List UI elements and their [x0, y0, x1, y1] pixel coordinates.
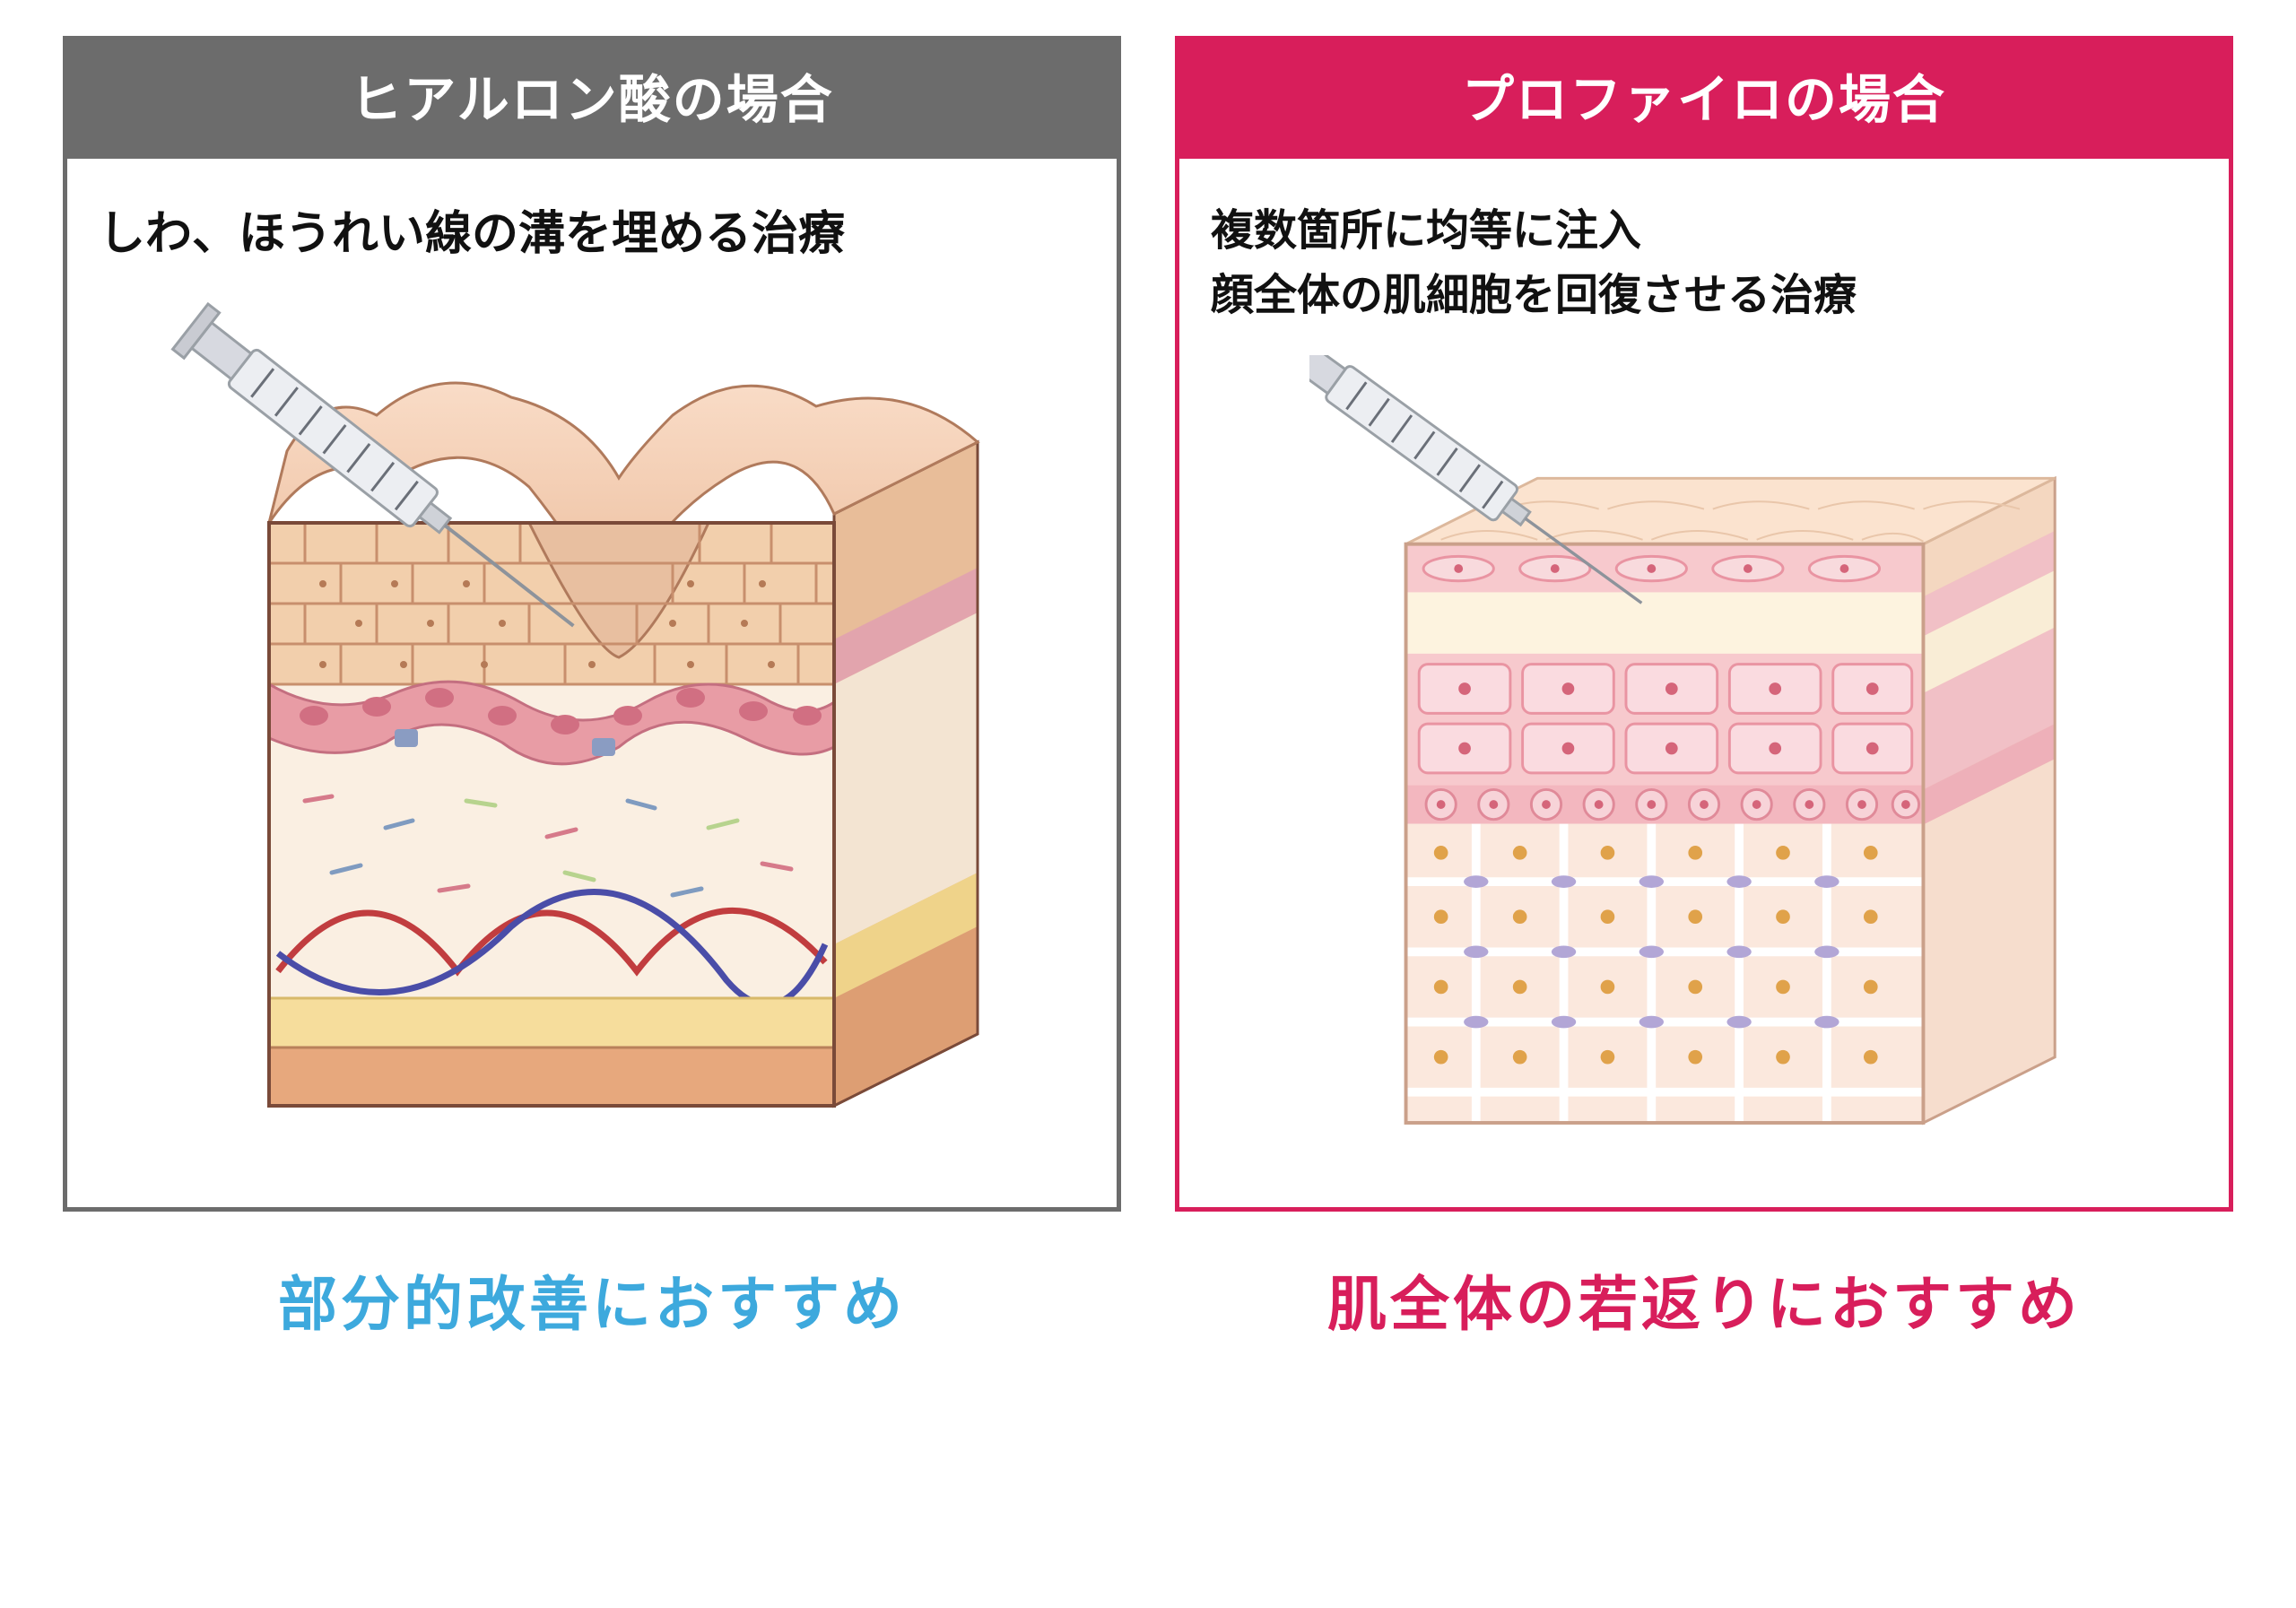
skin-diagram-wrinkle: [170, 299, 1013, 1178]
footer-hyaluronic: 部分的改善におすすめ: [63, 1212, 1121, 1343]
illustration-hyaluronic: [99, 296, 1085, 1180]
desc-line2: 顔全体の肌細胞を回復させる治療: [1211, 272, 1857, 319]
panel-hyaluronic: ヒアルロン酸の場合 しわ、ほうれい線の溝を埋める治療: [63, 36, 1121, 1343]
panel-profhilo: プロファイロの場合 複数箇所に均等に注入 顔全体の肌細胞を回復させる治療: [1175, 36, 2233, 1343]
desc-line1: しわ、ほうれい線の溝を埋める治療: [99, 208, 845, 260]
footer-profhilo: 肌全体の若返りにおすすめ: [1175, 1212, 2233, 1343]
box-hyaluronic: しわ、ほうれい線の溝を埋める治療: [63, 154, 1121, 1212]
desc-hyaluronic: しわ、ほうれい線の溝を埋める治療: [99, 199, 1085, 269]
desc-line1: 複数箇所に均等に注入: [1211, 207, 1641, 255]
comparison-container: ヒアルロン酸の場合 しわ、ほうれい線の溝を埋める治療: [54, 36, 2242, 1343]
box-profhilo: 複数箇所に均等に注入 顔全体の肌細胞を回復させる治療: [1175, 154, 2233, 1212]
desc-profhilo: 複数箇所に均等に注入 顔全体の肌細胞を回復させる治療: [1211, 199, 2197, 328]
illustration-profhilo: [1211, 355, 2197, 1180]
header-profhilo: プロファイロの場合: [1175, 36, 2233, 154]
skin-diagram-smooth: [1309, 355, 2099, 1180]
header-hyaluronic: ヒアルロン酸の場合: [63, 36, 1121, 154]
